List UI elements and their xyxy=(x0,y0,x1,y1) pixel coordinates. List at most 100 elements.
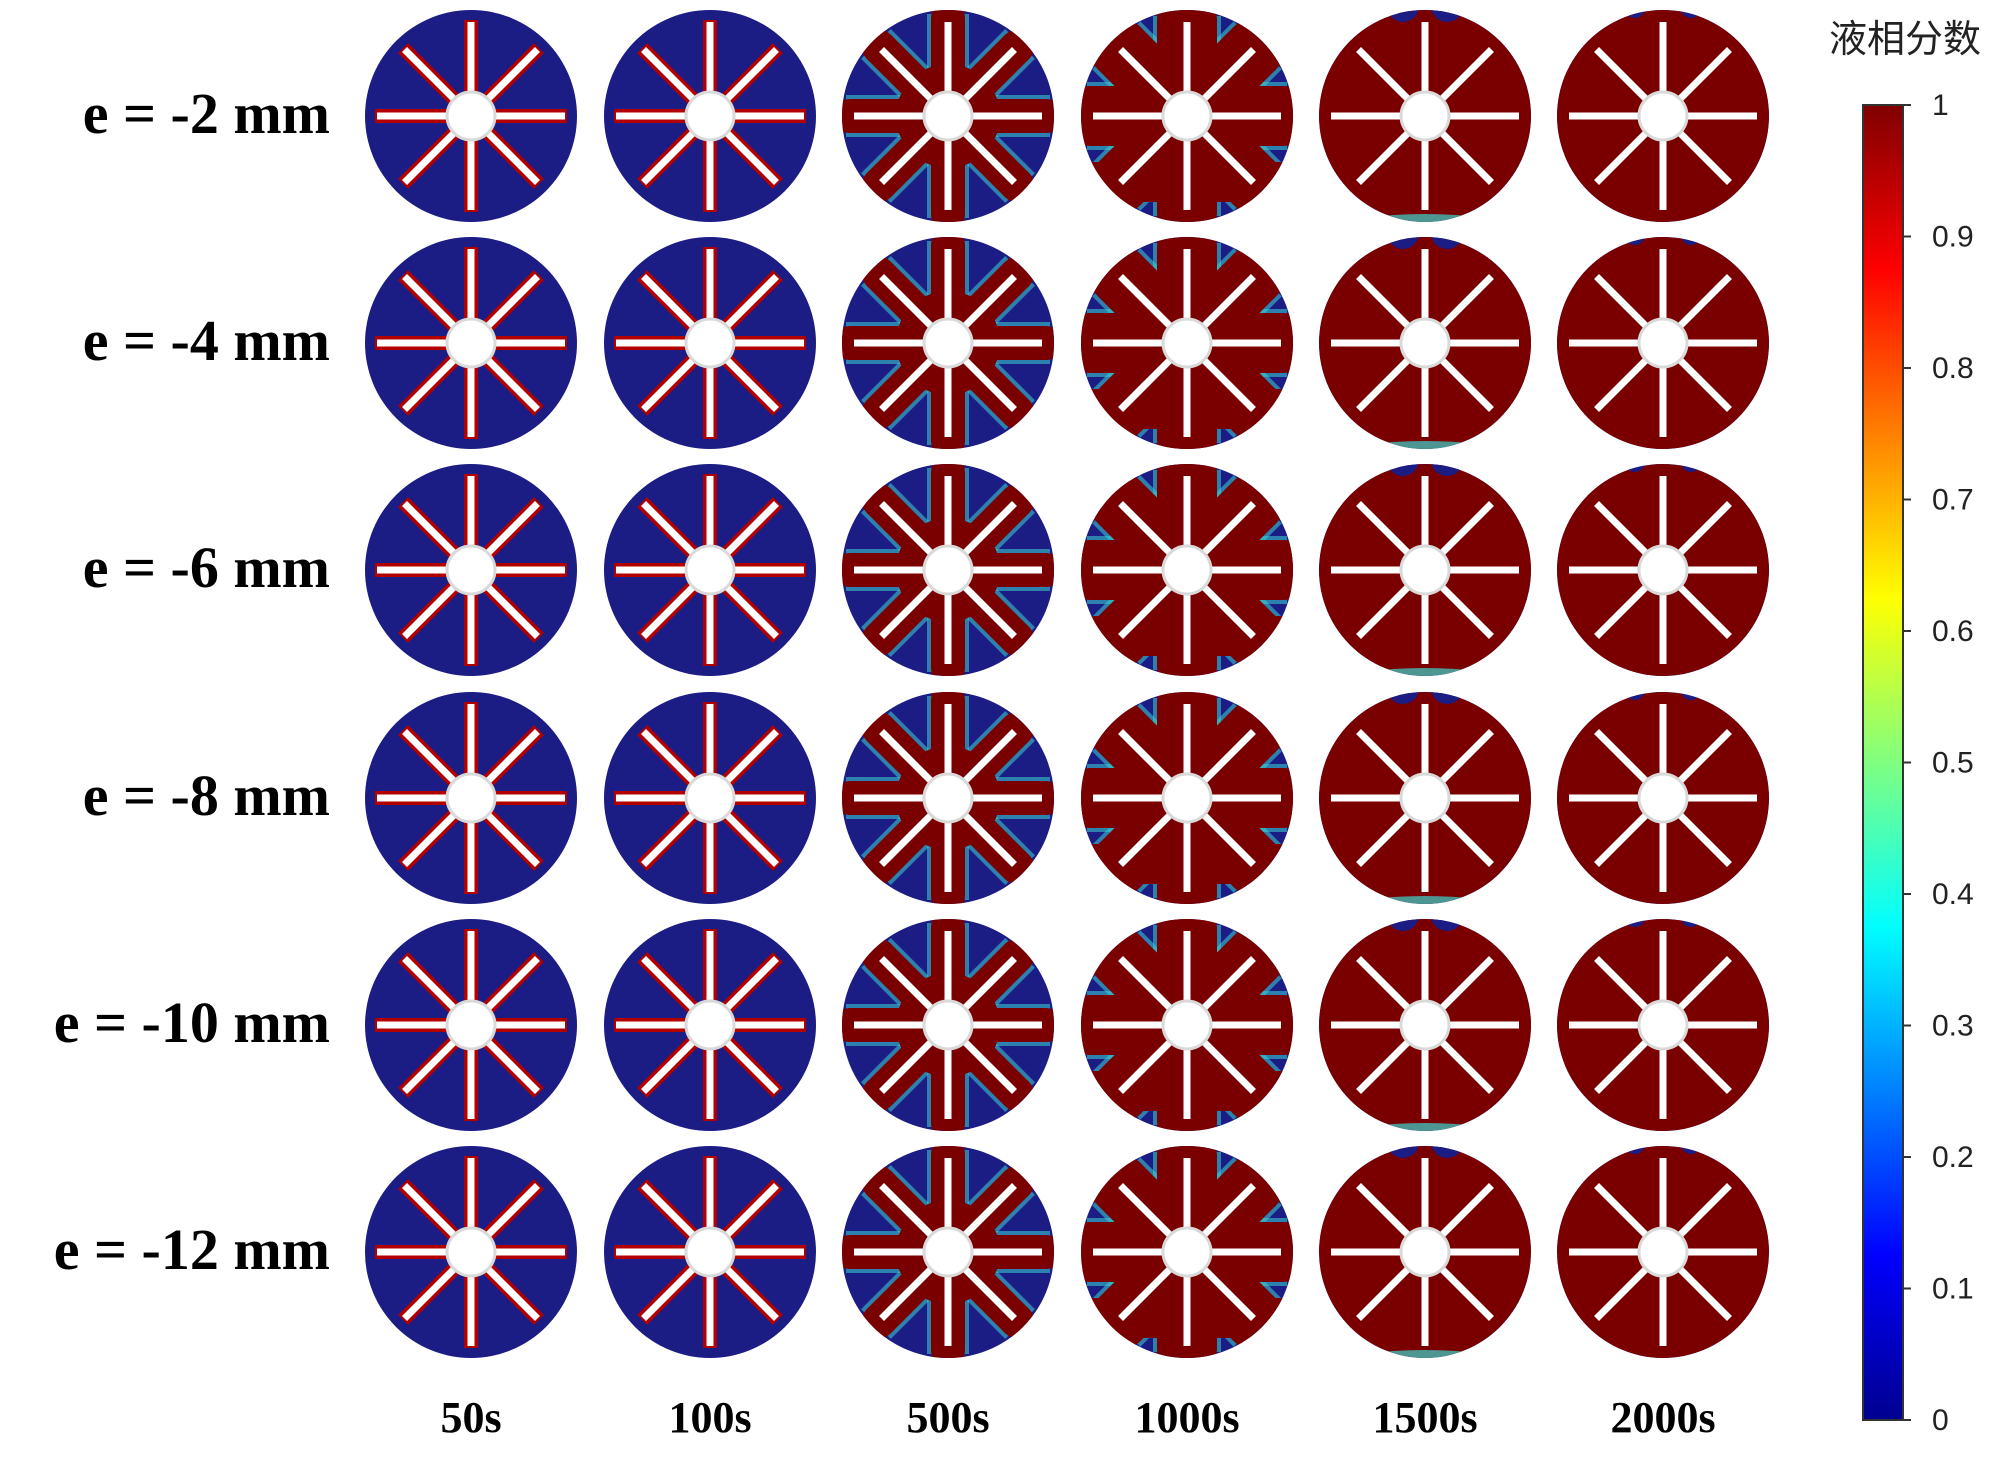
fins xyxy=(614,702,806,894)
colorbar: 液相分数 1 0.9 0.8 0.7 0.6 0.5 0.4 0.3 0.2 0.1 0 xyxy=(1829,17,1981,1437)
central-tube xyxy=(922,544,974,596)
central-tube xyxy=(1637,1226,1689,1278)
row-labels: e = -2 mm e = -4 mm e = -6 mm e = -8 mm e = … xyxy=(54,81,330,1282)
central-tube xyxy=(922,772,974,824)
fins xyxy=(1093,931,1281,1119)
central-tube xyxy=(684,90,736,142)
central-tube xyxy=(1637,544,1689,596)
column-label: 1000s xyxy=(1134,1393,1239,1442)
fins xyxy=(1331,1158,1519,1346)
central-tube xyxy=(684,544,736,596)
central-tube xyxy=(1399,1226,1451,1278)
simulation-cell xyxy=(604,1146,816,1358)
fins xyxy=(1331,931,1519,1119)
colorbar-tick-label: 0.3 xyxy=(1932,1010,1974,1043)
central-tube xyxy=(684,772,736,824)
fins xyxy=(614,929,806,1121)
fins xyxy=(1569,1158,1757,1346)
column-label: 1500s xyxy=(1372,1393,1477,1442)
colorbar-tick-label: 1 xyxy=(1932,89,1949,122)
simulation-cell xyxy=(1557,10,1769,222)
fins xyxy=(1331,22,1519,210)
simulation-cell xyxy=(1081,10,1293,222)
fins xyxy=(1569,476,1757,664)
simulation-cell xyxy=(365,237,577,449)
fins xyxy=(1331,249,1519,437)
column-label: 100s xyxy=(668,1393,751,1442)
fins xyxy=(1569,22,1757,210)
central-tube xyxy=(1161,90,1213,142)
simulation-cell xyxy=(365,10,577,222)
colorbar-gradient xyxy=(1862,104,1904,1421)
simulation-cell xyxy=(365,692,577,904)
simulation-cell xyxy=(1081,464,1293,676)
simulation-cell xyxy=(1557,464,1769,676)
colorbar-tick-label: 0.9 xyxy=(1932,221,1974,254)
simulation-cell xyxy=(1319,237,1531,449)
central-tube xyxy=(1399,90,1451,142)
fins xyxy=(614,247,806,439)
central-tube xyxy=(445,317,497,369)
fins xyxy=(854,931,1042,1119)
fins xyxy=(854,704,1042,892)
central-tube xyxy=(445,544,497,596)
fins xyxy=(854,1158,1042,1346)
central-tube xyxy=(445,999,497,1051)
row-label: e = -10 mm xyxy=(54,990,330,1055)
simulation-cell xyxy=(604,692,816,904)
fins xyxy=(1569,931,1757,1119)
column-label: 2000s xyxy=(1610,1393,1715,1442)
colorbar-tick-label: 0.8 xyxy=(1932,352,1974,385)
colorbar-tick-label: 0.4 xyxy=(1932,878,1974,911)
central-tube xyxy=(1161,772,1213,824)
central-tube xyxy=(1161,317,1213,369)
simulation-cell xyxy=(604,919,816,1131)
fins xyxy=(375,702,567,894)
simulation-cell xyxy=(1319,1146,1531,1358)
central-tube xyxy=(684,1226,736,1278)
fins xyxy=(1093,1158,1281,1346)
fins xyxy=(854,249,1042,437)
simulation-cell xyxy=(604,464,816,676)
simulation-cell xyxy=(1557,692,1769,904)
central-tube xyxy=(1637,90,1689,142)
colorbar-tick-label: 0.1 xyxy=(1932,1273,1974,1306)
row-label: e = -2 mm xyxy=(83,81,330,146)
central-tube xyxy=(1161,544,1213,596)
simulation-cell xyxy=(1319,10,1531,222)
fins xyxy=(375,20,567,212)
fins xyxy=(375,247,567,439)
simulation-cell xyxy=(1557,1146,1769,1358)
simulation-cell xyxy=(1557,237,1769,449)
central-tube xyxy=(1399,317,1451,369)
central-tube xyxy=(1637,772,1689,824)
simulation-cell xyxy=(1319,464,1531,676)
fins xyxy=(1569,249,1757,437)
fins xyxy=(1093,249,1281,437)
central-tube xyxy=(1637,317,1689,369)
row-label: e = -4 mm xyxy=(83,308,330,373)
central-tube xyxy=(1399,544,1451,596)
simulation-cell xyxy=(604,237,816,449)
simulation-cell xyxy=(1081,919,1293,1131)
colorbar-tick-label: 0.6 xyxy=(1932,615,1974,648)
simulation-cell xyxy=(842,10,1054,222)
simulation-cell xyxy=(842,237,1054,449)
simulation-cell xyxy=(365,464,577,676)
fins xyxy=(1093,704,1281,892)
colorbar-tick-label: 0.2 xyxy=(1932,1141,1974,1174)
simulation-cell xyxy=(842,1146,1054,1358)
fins xyxy=(1093,22,1281,210)
central-tube xyxy=(922,317,974,369)
column-label: 50s xyxy=(440,1393,501,1442)
central-tube xyxy=(684,317,736,369)
fins xyxy=(614,474,806,666)
central-tube xyxy=(1161,1226,1213,1278)
central-tube xyxy=(445,772,497,824)
central-tube xyxy=(1637,999,1689,1051)
cell-grid xyxy=(365,10,1769,1358)
column-label: 500s xyxy=(906,1393,989,1442)
colorbar-tick-label: 0 xyxy=(1932,1404,1949,1437)
fins xyxy=(375,1156,567,1348)
row-label: e = -12 mm xyxy=(54,1217,330,1282)
